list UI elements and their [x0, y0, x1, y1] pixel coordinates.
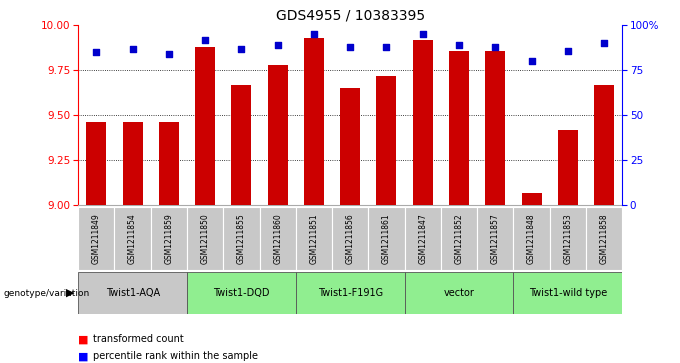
Bar	[594, 85, 614, 205]
Bar	[513, 272, 622, 314]
Text: ■: ■	[78, 351, 88, 362]
Point	[309, 32, 320, 37]
Bar	[296, 272, 405, 314]
Bar	[369, 207, 405, 270]
Bar	[78, 207, 114, 270]
Bar	[558, 130, 578, 205]
Bar	[187, 272, 296, 314]
Point	[381, 44, 392, 50]
Bar	[231, 85, 252, 205]
Bar	[304, 38, 324, 205]
Text: GSM1211848: GSM1211848	[527, 213, 536, 264]
Text: GSM1211850: GSM1211850	[201, 213, 209, 264]
Point	[418, 32, 428, 37]
Bar	[477, 207, 513, 270]
Text: GSM1211860: GSM1211860	[273, 213, 282, 264]
Bar	[340, 88, 360, 205]
Bar	[187, 207, 223, 270]
Bar	[159, 122, 179, 205]
Bar	[260, 207, 296, 270]
Point	[91, 49, 102, 55]
Text: GSM1211847: GSM1211847	[418, 213, 427, 264]
Bar	[586, 207, 622, 270]
Bar	[405, 272, 513, 314]
Text: genotype/variation: genotype/variation	[3, 289, 90, 298]
Point	[526, 58, 537, 64]
Point	[454, 42, 464, 48]
Bar	[513, 207, 549, 270]
Point	[200, 37, 211, 43]
Point	[490, 44, 500, 50]
Bar	[449, 50, 469, 205]
Bar	[549, 207, 586, 270]
Text: GSM1211852: GSM1211852	[454, 213, 464, 264]
Text: vector: vector	[443, 288, 475, 298]
Bar	[441, 207, 477, 270]
Text: GSM1211856: GSM1211856	[345, 213, 355, 264]
Text: Twist1-AQA: Twist1-AQA	[105, 288, 160, 298]
Point	[562, 48, 573, 53]
Point	[127, 46, 138, 52]
Text: GSM1211853: GSM1211853	[563, 213, 573, 264]
Text: ▶: ▶	[66, 288, 75, 298]
Bar	[413, 40, 432, 205]
Bar	[377, 76, 396, 205]
Bar	[151, 207, 187, 270]
Bar	[486, 50, 505, 205]
Text: GSM1211858: GSM1211858	[600, 213, 609, 264]
Text: percentile rank within the sample: percentile rank within the sample	[93, 351, 258, 362]
Bar	[86, 122, 106, 205]
Text: Twist1-wild type: Twist1-wild type	[528, 288, 607, 298]
Point	[598, 41, 609, 46]
Bar	[114, 207, 151, 270]
Text: GSM1211849: GSM1211849	[92, 213, 101, 264]
Text: Twist1-F191G: Twist1-F191G	[318, 288, 383, 298]
Point	[345, 44, 356, 50]
Bar	[332, 207, 369, 270]
Bar	[405, 207, 441, 270]
Text: transformed count: transformed count	[93, 334, 184, 344]
Text: GSM1211859: GSM1211859	[165, 213, 173, 264]
Point	[163, 51, 174, 57]
Bar	[522, 192, 541, 205]
Bar	[223, 207, 260, 270]
Text: GSM1211857: GSM1211857	[491, 213, 500, 264]
Point	[236, 46, 247, 52]
Bar	[122, 122, 143, 205]
Bar	[296, 207, 332, 270]
Text: ■: ■	[78, 334, 88, 344]
Text: GSM1211851: GSM1211851	[309, 213, 318, 264]
Bar	[268, 65, 288, 205]
Bar	[195, 47, 215, 205]
Text: GSM1211854: GSM1211854	[128, 213, 137, 264]
Point	[272, 42, 283, 48]
Text: Twist1-DQD: Twist1-DQD	[213, 288, 270, 298]
Text: GSM1211861: GSM1211861	[382, 213, 391, 264]
Bar	[78, 272, 187, 314]
Title: GDS4955 / 10383395: GDS4955 / 10383395	[275, 9, 425, 23]
Text: GSM1211855: GSM1211855	[237, 213, 246, 264]
